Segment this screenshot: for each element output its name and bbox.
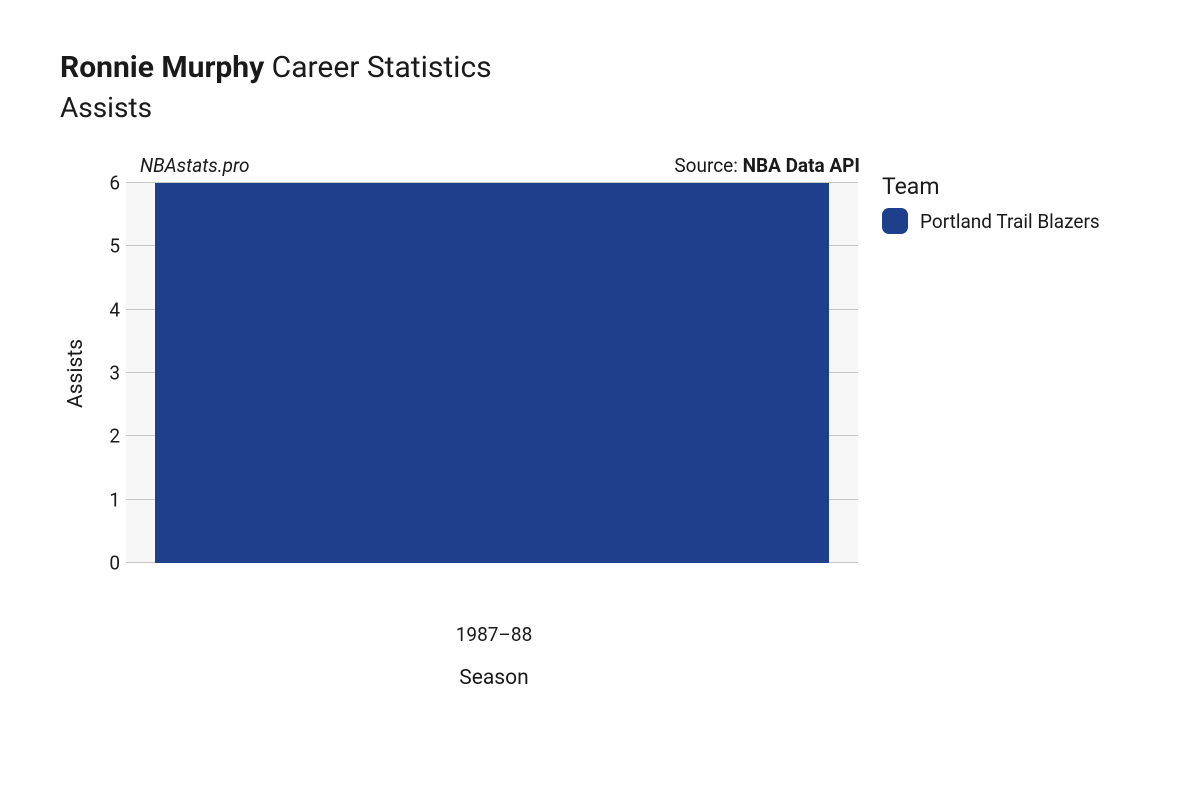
y-tick-label: 5 [109,237,120,256]
source-attrib: Source: NBA Data API [674,154,860,177]
source-name: NBA Data API [743,154,860,177]
y-tick-label: 3 [109,364,120,383]
y-axis-label: Assists [60,183,92,563]
x-tick-label: 1987–88 [128,623,860,646]
site-watermark: NBAstats.pro [128,154,250,177]
legend-title: Team [882,173,1100,200]
plot-area [126,183,858,563]
chart-meta-row: NBAstats.pro Source: NBA Data API [128,154,860,177]
legend-swatch [882,208,908,234]
y-tick-label: 4 [109,300,120,319]
x-axis-label: Season [128,666,860,690]
bar [155,183,828,563]
source-label: Source: [674,154,742,177]
legend-label: Portland Trail Blazers [920,210,1100,233]
page-title: Ronnie Murphy Career Statistics [60,50,1140,85]
player-name: Ronnie Murphy [60,50,264,85]
x-axis-ticks: 1987–88 [128,623,860,646]
legend: Team Portland Trail Blazers [882,173,1100,240]
y-tick-label: 1 [109,490,120,509]
page-subtitle: Assists [60,91,1140,124]
y-tick-label: 2 [109,427,120,446]
title-suffix: Career Statistics [272,50,492,85]
y-tick-label: 6 [109,174,120,193]
y-axis-ticks: 0123456 [92,183,126,563]
chart-row: Assists 0123456 Team Portland Trail Blaz… [60,183,1140,613]
legend-item: Portland Trail Blazers [882,208,1100,234]
y-tick-label: 0 [109,554,120,573]
